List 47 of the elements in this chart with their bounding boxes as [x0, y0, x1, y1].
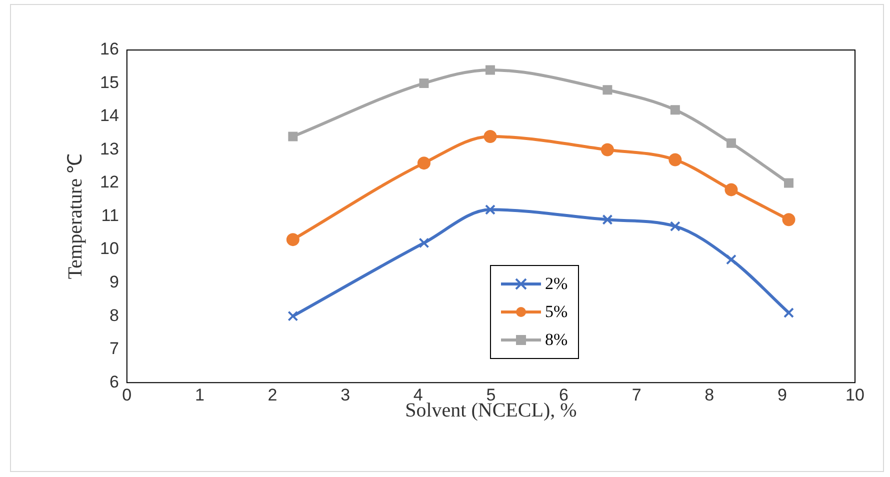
point [724, 183, 738, 196]
legend-label: 2% [545, 274, 568, 294]
y-tick-label: 9 [109, 272, 119, 292]
x-tick-label: 4 [413, 385, 423, 404]
point [726, 138, 736, 148]
y-tick-label: 8 [109, 306, 119, 325]
y-tick-label: 15 [100, 72, 119, 92]
x-tick-label: 1 [194, 385, 204, 404]
x-tick-label: 7 [632, 385, 642, 404]
legend-label: 8% [545, 330, 568, 350]
y-tick-label: 11 [101, 206, 119, 225]
point [784, 178, 794, 188]
x-tick-label: 6 [559, 385, 568, 404]
legend-label: 5% [545, 302, 568, 322]
point [484, 130, 497, 143]
point [288, 132, 298, 142]
y-tick-label: 14 [100, 106, 119, 126]
point [670, 105, 680, 115]
point [286, 233, 300, 246]
y-tick-label: 7 [109, 339, 119, 358]
point [602, 85, 612, 95]
x-tick-label: 8 [704, 385, 714, 404]
y-tick-label: 12 [100, 172, 119, 192]
point [670, 221, 680, 232]
point [288, 310, 298, 322]
y-tick-label: 6 [109, 372, 119, 392]
point [668, 153, 682, 166]
point [602, 214, 613, 225]
y-tick-label: 10 [100, 239, 119, 258]
x-tick-label: 2 [268, 385, 278, 404]
point [600, 143, 614, 156]
point [485, 65, 495, 75]
y-axis-title: Temperature ℃ [64, 153, 86, 280]
x-tick-label: 5 [486, 385, 496, 404]
y-tick-label: 16 [100, 40, 119, 59]
x-tick-label: 3 [340, 385, 350, 404]
point [782, 213, 796, 226]
point [418, 238, 430, 248]
x-tick-label: 0 [122, 385, 132, 404]
point [417, 156, 430, 170]
x-tick-label: 10 [846, 385, 864, 404]
point [784, 308, 794, 318]
point [484, 204, 496, 215]
point [726, 254, 736, 265]
x-tick-label: 9 [777, 385, 787, 404]
y-tick-label: 13 [100, 139, 119, 158]
point [419, 78, 429, 88]
